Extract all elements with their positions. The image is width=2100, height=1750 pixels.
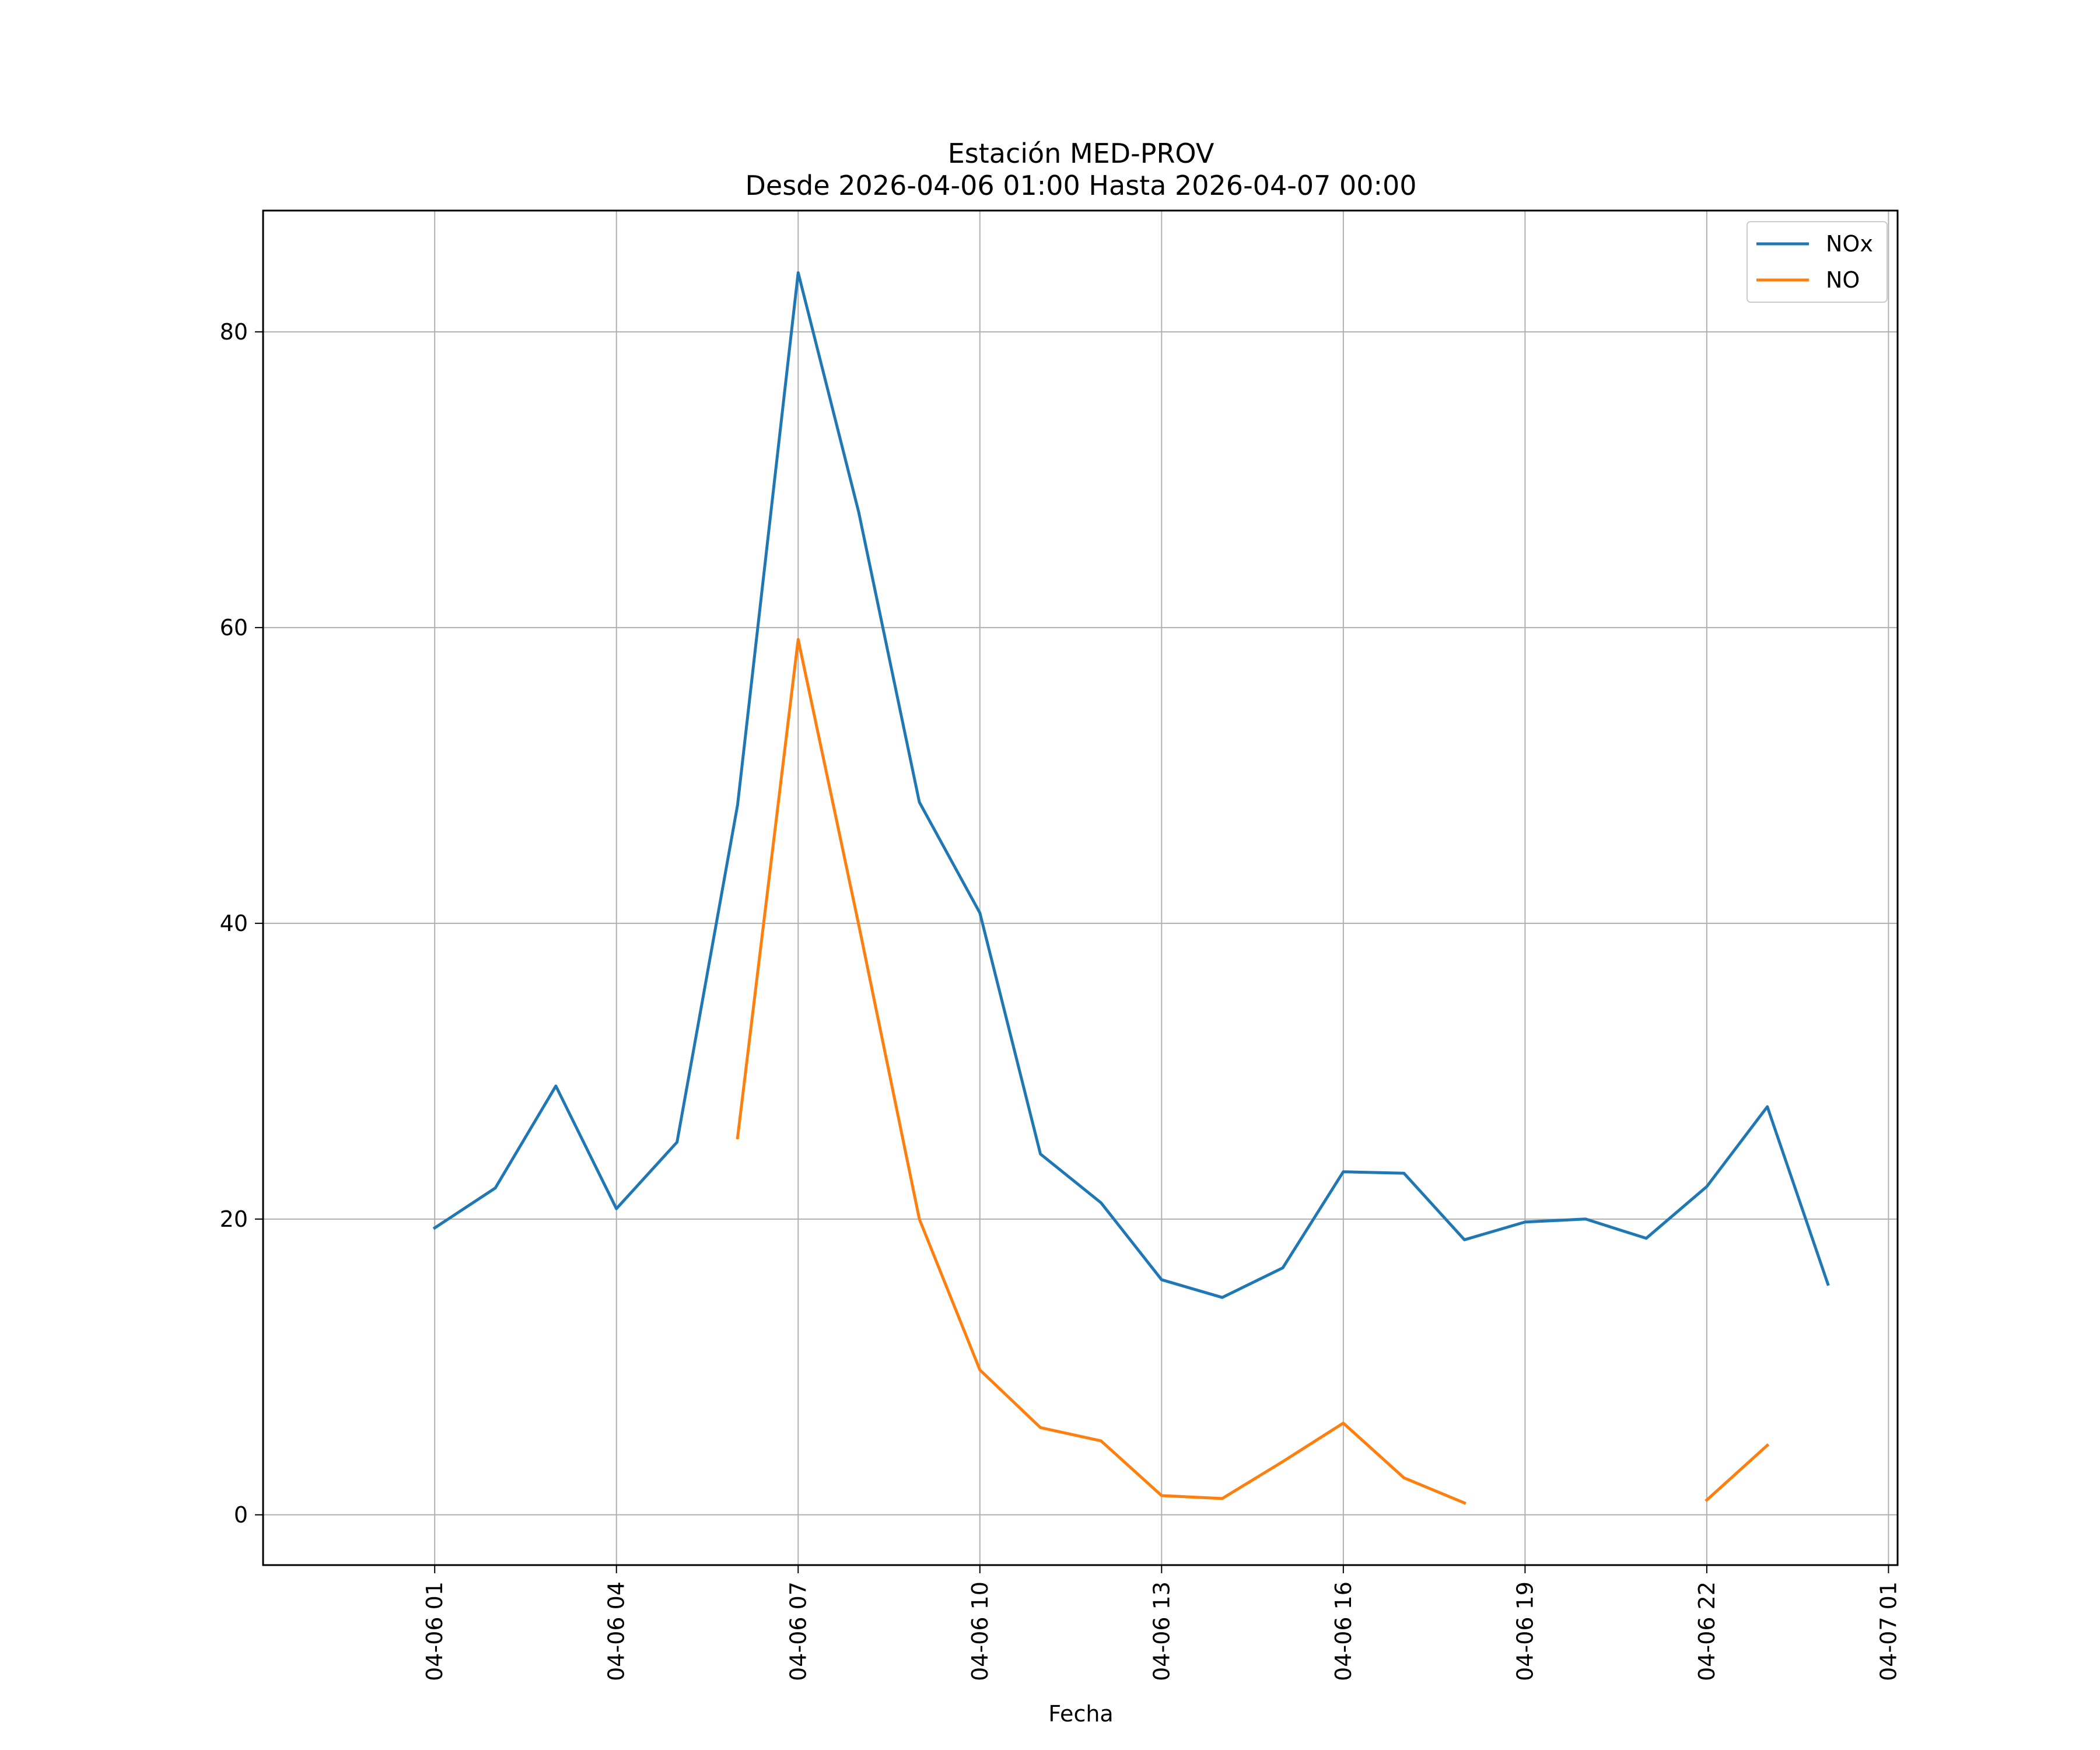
x-tick-label: 04-06 19 [1512,1581,1538,1681]
series-line-nox [432,271,1830,1299]
y-tick-label: 20 [220,1206,248,1232]
legend-box [1746,221,1888,303]
y-tick-label: 60 [220,615,248,640]
x-tick-label: 04-06 01 [422,1581,447,1681]
x-tick-label: 04-06 22 [1694,1581,1720,1681]
series-line-no [1704,1443,1770,1503]
y-tick-label: 0 [234,1502,248,1528]
chart-subtitle: Desde 2026-04-06 01:00 Hasta 2026-04-07 … [745,170,1416,201]
legend-label-nox: NOx [1826,231,1873,257]
plot-frame [262,209,1899,1566]
ticks: 04-06 01 04-06 04 04-06 07 04-06 10 04-06 13… [220,319,1902,1681]
x-tick-label: 04-06 04 [604,1581,629,1681]
series-line-no [736,638,1466,1505]
y-tick-label: 80 [220,319,248,345]
x-tick-label: 04-06 13 [1149,1581,1174,1681]
x-axis-label: Fecha [1048,1701,1113,1727]
y-tick-label: 40 [220,911,248,936]
chart-title: Estación MED-PROV [948,138,1214,169]
x-tick-label: 04-07 01 [1875,1581,1901,1681]
x-tick-label: 04-06 16 [1331,1581,1356,1681]
series-lines [432,271,1830,1505]
legend: NOx NO [1746,221,1888,303]
x-tick-label: 04-06 07 [785,1581,811,1681]
legend-label-no: NO [1826,267,1860,293]
x-tick-label: 04-06 10 [967,1581,993,1681]
grid [263,211,1898,1565]
